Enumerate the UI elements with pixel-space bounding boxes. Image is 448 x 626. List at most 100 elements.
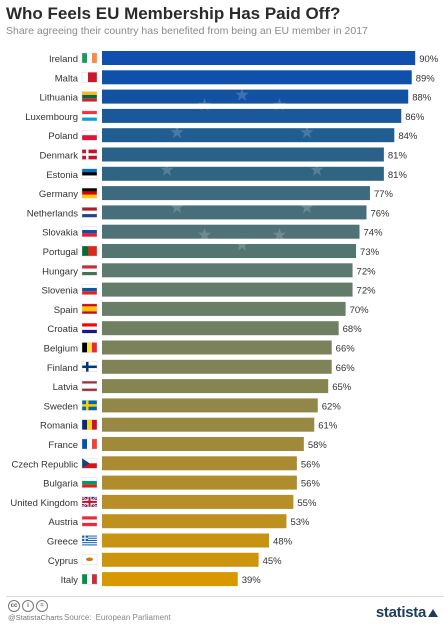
bar-row-5: Denmark 81% bbox=[39, 147, 408, 162]
flag-7-stripe bbox=[82, 191, 97, 195]
attribution-icon[interactable]: i bbox=[22, 600, 34, 612]
bar bbox=[102, 379, 329, 394]
value-label: 62% bbox=[322, 401, 342, 412]
flag-25-stripe bbox=[82, 544, 97, 546]
category-label: Lithuania bbox=[39, 93, 78, 104]
bar bbox=[102, 552, 259, 567]
bar-row-4: Poland 84% bbox=[48, 128, 418, 143]
value-label: 65% bbox=[332, 382, 352, 393]
flag-12-border bbox=[81, 284, 98, 295]
bar bbox=[102, 205, 367, 220]
bar bbox=[102, 108, 402, 123]
category-label: Malta bbox=[55, 73, 79, 84]
value-label: 77% bbox=[374, 189, 394, 200]
no-derivatives-icon[interactable]: = bbox=[36, 600, 48, 612]
bar-row-2: Lithuania 88% bbox=[39, 89, 432, 104]
value-label: 73% bbox=[360, 247, 380, 258]
eu-star bbox=[170, 200, 184, 214]
bar bbox=[102, 282, 353, 297]
flag-21-border bbox=[81, 458, 98, 469]
bar-row-25: Greece 48% bbox=[47, 533, 293, 548]
flag-7-stripe bbox=[82, 188, 97, 192]
bar bbox=[102, 475, 297, 490]
flag-11-stripe bbox=[82, 271, 97, 276]
bar-row-27: Italy 39% bbox=[61, 572, 261, 587]
value-label: 76% bbox=[370, 208, 390, 219]
eu-star bbox=[300, 125, 314, 139]
flag-20-stripe bbox=[82, 439, 87, 449]
flag-2-stripe bbox=[82, 91, 97, 95]
category-label: Netherlands bbox=[27, 208, 78, 219]
flag-25-cross-h bbox=[82, 537, 88, 539]
bar bbox=[102, 51, 416, 65]
flag-11-border bbox=[81, 265, 98, 276]
flag-25-stripe bbox=[82, 542, 97, 544]
bar-row-3: Luxembourg 86% bbox=[25, 108, 425, 123]
category-label: Poland bbox=[48, 131, 78, 142]
flag-23-cross-h-red bbox=[82, 500, 97, 503]
category-label: Croatia bbox=[47, 324, 78, 335]
flag-0-stripe bbox=[82, 53, 87, 63]
flag-25-stripe bbox=[82, 536, 97, 538]
flag-19-stripe bbox=[87, 419, 92, 430]
category-label: Cyprus bbox=[48, 556, 78, 567]
flag-18-cross-h bbox=[82, 404, 97, 407]
bar-row-1: Malta 89% bbox=[55, 70, 435, 85]
flag-10-stripe bbox=[82, 246, 88, 256]
statista-logo[interactable]: statista bbox=[376, 604, 438, 621]
bar bbox=[102, 263, 353, 278]
flag-25-stripe bbox=[82, 537, 97, 539]
bar bbox=[102, 224, 360, 239]
flag-6-border bbox=[81, 168, 98, 180]
bar-row-16: Finland 66% bbox=[47, 359, 356, 374]
flag-1-stripe bbox=[82, 72, 88, 83]
flag-12-stripe bbox=[82, 287, 97, 292]
bar bbox=[102, 456, 297, 471]
value-label: 48% bbox=[273, 537, 293, 548]
flag-5-cross-h bbox=[82, 153, 97, 156]
bar-row-10: Portugal 73% bbox=[43, 244, 380, 258]
bar bbox=[102, 437, 304, 451]
chart-subtitle: Share agreeing their country has benefit… bbox=[6, 25, 368, 37]
flag-8-stripe bbox=[82, 214, 97, 218]
flag-17-stripe bbox=[82, 383, 97, 389]
value-label: 56% bbox=[301, 479, 321, 490]
flag-21-triangle bbox=[82, 458, 90, 469]
value-label: 81% bbox=[388, 170, 408, 181]
value-label: 81% bbox=[388, 151, 408, 162]
twitter-handle[interactable]: @StatistaCharts bbox=[8, 613, 63, 622]
statista-logo-icon bbox=[428, 609, 438, 618]
category-label: Austria bbox=[48, 517, 78, 528]
flag-14-stripe bbox=[82, 323, 97, 327]
flag-3-border bbox=[81, 110, 98, 122]
flag-0-stripe bbox=[87, 53, 92, 63]
source-label: Source: bbox=[64, 613, 92, 622]
source-name: European Parliament bbox=[95, 613, 171, 622]
value-label: 74% bbox=[364, 228, 384, 239]
flag-27-stripe bbox=[92, 574, 97, 585]
flag-25-stripe bbox=[82, 541, 97, 543]
flag-6-stripe bbox=[82, 172, 97, 176]
bar-row-22: Bulgaria 56% bbox=[43, 475, 321, 490]
flag-12-stripe bbox=[82, 291, 97, 295]
flag-25-stripe bbox=[82, 535, 97, 537]
bar-row-12: Slovenia 72% bbox=[42, 282, 376, 297]
value-label: 90% bbox=[419, 54, 439, 65]
category-label: Finland bbox=[47, 363, 78, 374]
category-label: Slovakia bbox=[42, 228, 79, 239]
flag-15-border bbox=[81, 342, 98, 353]
category-label: Italy bbox=[61, 575, 79, 586]
flag-27-border bbox=[81, 573, 98, 585]
flag-22-stripe bbox=[82, 484, 97, 488]
bar-row-0: Ireland 90% bbox=[49, 51, 439, 65]
eu-star bbox=[197, 98, 212, 111]
category-label: Belgium bbox=[44, 344, 78, 355]
bar bbox=[102, 417, 315, 432]
category-label: Bulgaria bbox=[43, 479, 79, 490]
value-label: 66% bbox=[336, 363, 356, 374]
flag-7-stripe bbox=[82, 194, 97, 199]
creative-commons-icon[interactable]: cc bbox=[8, 600, 20, 612]
flag-11-stripe bbox=[82, 268, 97, 272]
flag-13-border bbox=[81, 303, 98, 315]
flag-18-border bbox=[81, 400, 98, 411]
